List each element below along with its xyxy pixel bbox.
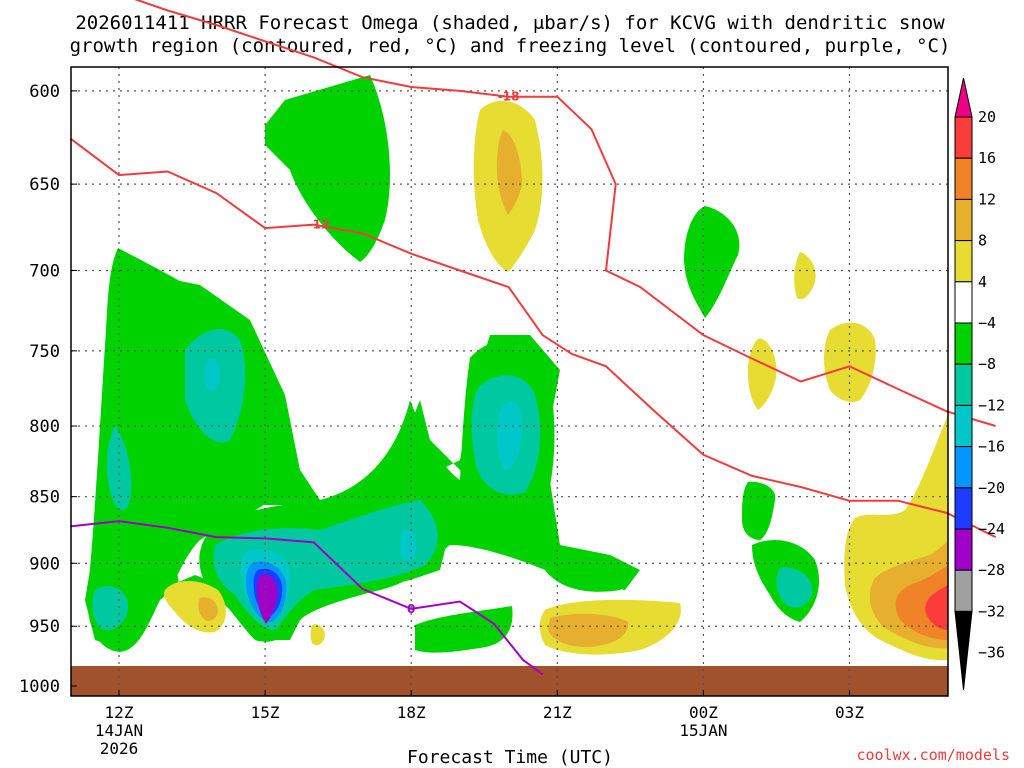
y-tick-label: 850 [29, 488, 60, 508]
colorbar-label: −36 [978, 644, 1005, 662]
omega-region-teal-5 [776, 567, 813, 608]
x-tick-label: 21Z [543, 703, 572, 722]
colorbar-bottom-arrow [954, 610, 973, 691]
x-tick-label: 18Z [397, 703, 426, 722]
colorbar-band [954, 240, 973, 283]
omega-region-gold-low [548, 613, 629, 648]
colorbar-band [954, 446, 973, 489]
x-tick-date-label: 15JAN [679, 721, 727, 740]
y-tick-label: 1000 [19, 677, 60, 697]
colorbar-label: −16 [978, 438, 1005, 456]
colorbar-band [954, 198, 973, 242]
ground-surface [71, 666, 948, 696]
colorbar-top-arrow [954, 77, 973, 118]
dgz-lower-contour-label: -12 [308, 218, 330, 232]
x-tick-label: 12Z [105, 703, 134, 722]
y-tick-label: 650 [29, 175, 60, 195]
y-tick-label: 950 [29, 617, 60, 637]
dgz-lower-contour [69, 137, 997, 538]
chart-title-line-2: growth region (contoured, red, °C) and f… [70, 35, 951, 57]
colorbar-label: −28 [978, 561, 1005, 579]
colorbar-label: 12 [978, 190, 996, 208]
colorbar-label: −12 [978, 396, 1005, 414]
chart-title-line-1: 2026011411 HRRR Forecast Omega (shaded, … [75, 12, 945, 34]
contour-lines: -18 -12 0 [69, 0, 997, 676]
omega-region-teal-6 [92, 586, 129, 631]
colorbar-band [954, 116, 973, 159]
omega-region-yellow-right-1 [794, 252, 816, 300]
x-tick-year-label: 2026 [100, 739, 139, 758]
omega-region-gold-top [496, 130, 522, 215]
colorbar-label: −20 [978, 479, 1005, 497]
omega-region-green-low [415, 606, 513, 653]
omega-region-green-right-mid [742, 481, 776, 540]
omega-region-cyan-4 [399, 529, 417, 562]
omega-region-green-upper [265, 75, 390, 262]
y-tick-label: 600 [29, 82, 60, 102]
colorbar-band [954, 322, 973, 365]
colorbar-band [954, 157, 973, 200]
omega-region-purple [257, 574, 277, 624]
colorbar-band [954, 487, 973, 530]
x-tick-label: 00Z [689, 703, 718, 722]
omega-region-cyan-2 [497, 401, 522, 470]
x-axis-label: Forecast Time (UTC) [407, 747, 613, 768]
colorbar-band [954, 528, 973, 571]
plot-frame [70, 66, 949, 697]
omega-region-red-right [925, 585, 948, 630]
colorbar-label: 16 [978, 149, 996, 167]
colorbar-label: 8 [978, 232, 987, 250]
x-tick-label: 03Z [835, 703, 864, 722]
dgz-upper-contour-label: -18 [498, 90, 520, 104]
colorbar-label: −24 [978, 520, 1005, 538]
credit-text: coolwx.com/models [856, 746, 1010, 764]
colorbar-label: 20 [978, 108, 996, 126]
colorbar-band [954, 404, 973, 448]
omega-shaded-regions [85, 75, 948, 661]
colorbar-label: −8 [978, 355, 996, 373]
y-tick-label: 550 [29, 0, 60, 1]
colorbar-label: −32 [978, 602, 1005, 620]
pressure-axis: 2503003504004505005506006507007508008509… [19, 0, 77, 697]
omega-region-green-right-upper [684, 206, 740, 318]
y-tick-label: 800 [29, 417, 60, 437]
omega-region-yellow-small [310, 624, 325, 646]
y-tick-label: 750 [29, 342, 60, 362]
colorbar-band [954, 569, 973, 612]
freezing-contour-label: 0 [407, 602, 415, 616]
freezing-level-contour [70, 520, 544, 676]
colorbar-band [954, 281, 973, 324]
x-tick-label: 15Z [251, 703, 280, 722]
omega-region-gold-left [198, 597, 218, 621]
dgz-upper-contour [134, 0, 996, 427]
colorbar-label: 4 [978, 273, 987, 291]
colorbar-label: −4 [978, 314, 996, 332]
colorbar: 20 16 12 8 4 −4 −8 −12 −16 −20 −24 −28 −32 −36 [954, 77, 1005, 691]
omega-region-cyan-1 [204, 358, 221, 391]
colorbar-band [954, 363, 973, 406]
omega-region-yellow-right-2 [747, 338, 777, 410]
x-tick-date-label: 14JAN [95, 721, 143, 740]
y-tick-label: 900 [29, 554, 60, 574]
y-tick-label: 700 [29, 261, 60, 281]
